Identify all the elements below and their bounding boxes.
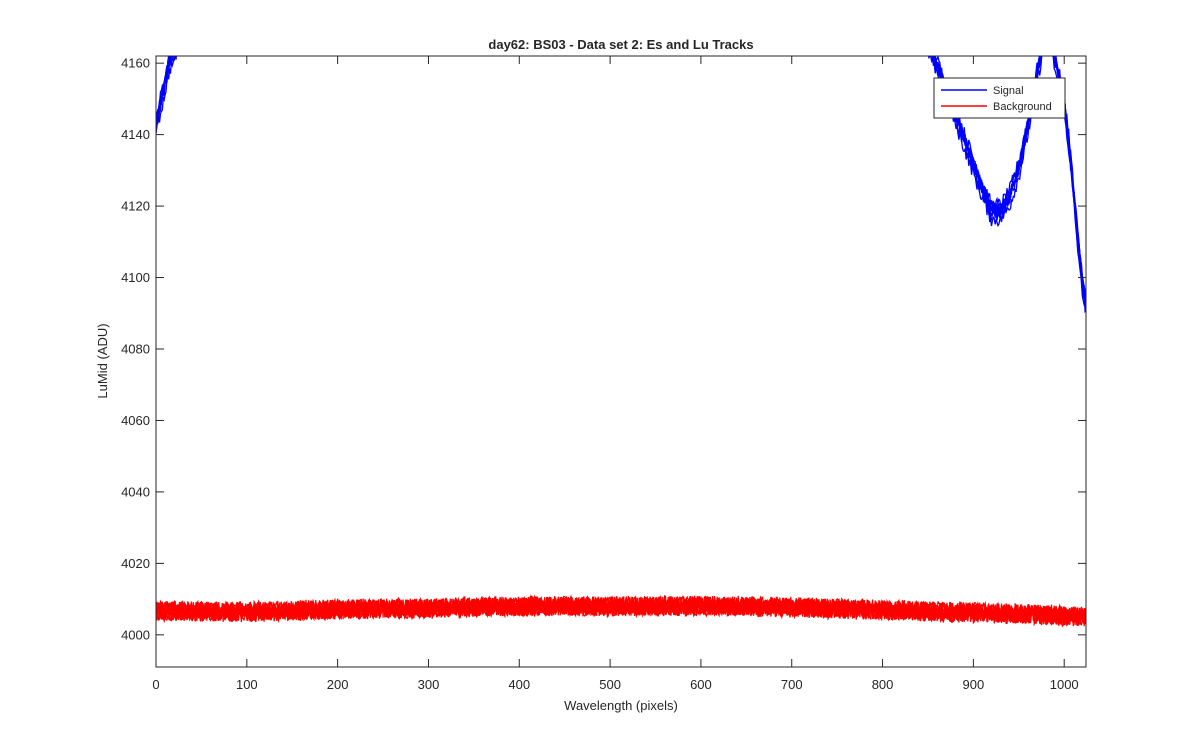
background-track-line [156, 594, 1086, 626]
x-tick-label: 0 [152, 677, 159, 692]
y-tick-label: 4100 [121, 270, 150, 285]
plot-area [156, 56, 1086, 667]
x-tick-label: 200 [327, 677, 349, 692]
x-tick-label: 300 [418, 677, 440, 692]
legend-label-signal: Signal [993, 85, 1024, 97]
y-tick-label: 4120 [121, 199, 150, 214]
tick-layer: 0 100 200 300 400 500 600 700 800 900 1000 4000 4020… [121, 56, 1086, 692]
y-tick-label: 4020 [121, 556, 150, 571]
legend-label-background: Background [993, 101, 1052, 113]
plot-frame [155, 55, 1087, 668]
x-tick-label: 1000 [1050, 677, 1079, 692]
x-tick-label: 600 [690, 677, 712, 692]
x-tick-label: 500 [599, 677, 621, 692]
series-layer [156, 56, 1086, 628]
x-axis-label: Wavelength (pixels) [564, 698, 678, 713]
signal-track-line [156, 56, 178, 134]
y-tick-label: 4160 [121, 56, 150, 71]
signal-track-line [934, 56, 1086, 300]
y-tick-label: 4060 [121, 413, 150, 428]
x-tick-label: 700 [781, 677, 803, 692]
legend: Signal Background [933, 77, 1066, 119]
x-tick-label: 400 [508, 677, 530, 692]
x-tick-label: 800 [872, 677, 894, 692]
legend-box [933, 77, 1066, 119]
y-tick-label: 4040 [121, 484, 150, 499]
y-axis-label: LuMid (ADU) [95, 323, 110, 398]
x-tick-label: 900 [963, 677, 985, 692]
y-tick-label: 4000 [121, 627, 150, 642]
signal-track-line [928, 56, 1086, 313]
chart-title: day62: BS03 - Data set 2: Es and Lu Trac… [488, 37, 753, 52]
y-tick-label: 4140 [121, 127, 150, 142]
x-tick-label: 100 [236, 677, 258, 692]
y-tick-label: 4080 [121, 341, 150, 356]
signal-track-line [156, 56, 172, 122]
